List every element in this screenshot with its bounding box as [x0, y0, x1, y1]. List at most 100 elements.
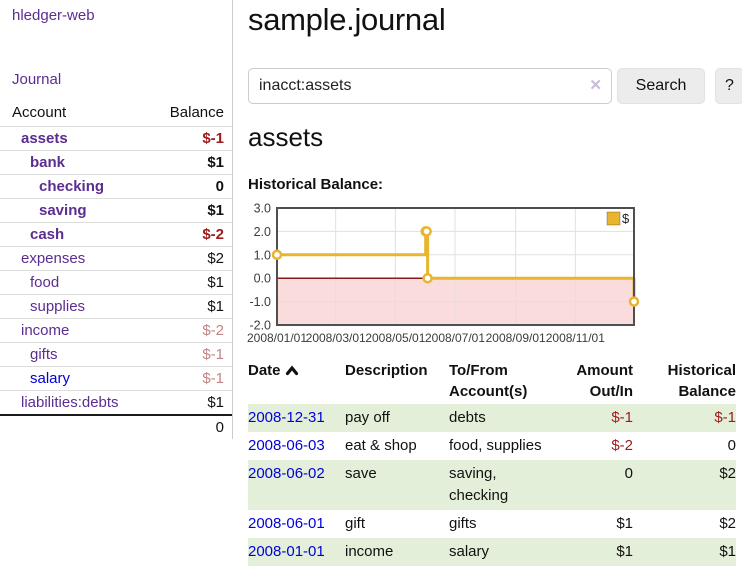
- account-row: salary $-1: [0, 366, 232, 391]
- register-column-label: Historical Balance: [667, 362, 736, 400]
- balance-cell: $1: [719, 543, 736, 560]
- register-header-row: Date Description To/From Account(s) Amount …: [248, 358, 736, 404]
- account-cell: saving: [0, 198, 153, 223]
- app-brand-link[interactable]: hledger-web: [12, 7, 95, 24]
- account-row: assets $-1: [0, 126, 232, 151]
- balance-cell: $2: [719, 465, 736, 482]
- search-box: ✕: [248, 68, 612, 104]
- search-input[interactable]: [248, 68, 612, 104]
- data-point-marker: [628, 296, 640, 307]
- account-cell: salary: [0, 366, 153, 391]
- account-row: cash $-2: [0, 222, 232, 247]
- amount-cell: 0: [624, 465, 633, 482]
- account-balance: $2: [152, 246, 232, 271]
- description-cell: income: [345, 543, 394, 560]
- y-axis-tick-label: 0.0: [254, 272, 271, 286]
- y-axis-tick-label: -2.0: [249, 319, 271, 333]
- account-row: bank $1: [0, 150, 232, 175]
- chart-svg: 3.0 2.0 1.0 0.0 -1.0 -2.02008/01/012008/03/01…: [247, 202, 640, 345]
- account-balance: $1: [152, 150, 232, 175]
- account-link[interactable]: checking: [39, 178, 105, 195]
- accounts-header-account: Account: [12, 104, 67, 121]
- account-link[interactable]: food: [30, 274, 60, 291]
- account-link[interactable]: cash: [30, 226, 65, 243]
- description-cell: gift: [345, 515, 366, 532]
- data-point-marker: [421, 226, 432, 237]
- balance-cell: $-1: [714, 409, 736, 426]
- account-cell: gifts: [0, 342, 153, 367]
- account-row: liabilities:debts $1: [0, 390, 232, 415]
- balance-cell: $2: [719, 515, 736, 532]
- account-balance: $1: [152, 294, 232, 319]
- account-link[interactable]: gifts: [30, 346, 58, 363]
- account-link[interactable]: saving: [39, 202, 87, 219]
- date-cell: 2008-06-02: [248, 460, 345, 510]
- account-row: expenses $2: [0, 246, 232, 271]
- register-column-header: Description: [345, 358, 449, 404]
- account-link[interactable]: salary: [30, 370, 71, 387]
- account-balance: $1: [152, 270, 232, 295]
- legend-label: $: [622, 211, 630, 226]
- register-column-label: Date: [248, 362, 281, 379]
- account-link[interactable]: assets: [21, 130, 68, 147]
- search-button[interactable]: Search: [617, 68, 705, 104]
- data-point-marker: [271, 249, 283, 261]
- historical-balance-chart: 3.0 2.0 1.0 0.0 -1.0 -2.0 2008/01/01 2008/03/01…: [247, 200, 648, 350]
- accounts-cell: saving, checking: [449, 465, 509, 504]
- accounts-total-spacer: [0, 414, 153, 439]
- account-link[interactable]: income: [21, 322, 70, 339]
- register-column-label: To/From Account(s): [449, 362, 528, 400]
- accounts-table: Account Balance assets $-1 bank $1 checking 0…: [0, 100, 232, 439]
- account-cell: cash: [0, 222, 153, 247]
- balance-cell: 0: [727, 437, 736, 454]
- transaction-date-link[interactable]: 2008-01-01: [248, 543, 325, 560]
- accounts-header-balance: Balance: [169, 104, 224, 121]
- transaction-date-link[interactable]: 2008-06-01: [248, 515, 325, 532]
- date-cell: 2008-12-31: [248, 404, 345, 432]
- transaction-date-link[interactable]: 2008-06-03: [248, 437, 325, 454]
- help-button[interactable]: ?: [715, 68, 742, 104]
- clear-search-icon[interactable]: ✕: [589, 77, 602, 94]
- accounts-header-row: Account Balance: [0, 100, 232, 127]
- register-column-header: Amount Out/In: [561, 358, 633, 404]
- y-axis-tick-label: 1.0: [254, 248, 271, 262]
- sort-ascending-icon: [285, 365, 298, 376]
- x-axis-tick-label: 2008/01/01: [247, 331, 307, 345]
- x-axis-tick-label: 2008/03/01: [306, 331, 366, 345]
- x-axis-tick-label: 2008/11/01: [546, 331, 605, 345]
- date-cell: 2008-01-01: [248, 538, 345, 566]
- page-title: sample.journal: [248, 2, 446, 37]
- transaction-date-link[interactable]: 2008-06-02: [248, 465, 325, 482]
- legend-swatch: [606, 211, 621, 226]
- register-row: 2008-06-01 gift gifts $1 $2: [248, 510, 736, 538]
- account-link[interactable]: liabilities:debts: [21, 394, 119, 411]
- account-balance: $-1: [152, 342, 232, 367]
- sidebar: hledger-web Journal Account Balance asse…: [0, 0, 233, 439]
- account-cell: bank: [0, 150, 153, 175]
- sidebar-item-journal[interactable]: Journal: [12, 71, 62, 88]
- register-column-header[interactable]: Date: [248, 358, 345, 404]
- account-row: gifts $-1: [0, 342, 232, 367]
- y-axis-tick-label: 3.0: [254, 202, 271, 216]
- account-balance: $1: [152, 198, 232, 223]
- register-row: 2008-06-02 save saving, checking 0 $2: [248, 460, 736, 510]
- account-heading: assets: [248, 122, 324, 152]
- transaction-date-link[interactable]: 2008-12-31: [248, 409, 325, 426]
- register-row: 2008-12-31 pay off debts $-1 $-1: [248, 404, 736, 432]
- register-column-header: Historical Balance: [633, 358, 736, 404]
- account-link[interactable]: supplies: [30, 298, 86, 315]
- account-balance: $-2: [152, 318, 232, 343]
- account-link[interactable]: bank: [30, 154, 66, 171]
- account-cell: income: [0, 318, 153, 343]
- main-content: sample.journal ✕ Search ? assets Histori…: [240, 0, 742, 582]
- register-table: Date Description To/From Account(s) Amount …: [248, 358, 736, 566]
- accounts-cell: debts: [449, 409, 486, 426]
- x-axis-tick-label: 2008/05/01: [365, 331, 425, 345]
- account-row: income $-2: [0, 318, 232, 343]
- account-cell: assets: [0, 126, 153, 151]
- account-cell: expenses: [0, 246, 153, 271]
- account-balance: $-1: [152, 366, 232, 391]
- account-link[interactable]: expenses: [21, 250, 86, 267]
- account-balance: $-2: [152, 222, 232, 247]
- accounts-total-value: 0: [152, 414, 232, 439]
